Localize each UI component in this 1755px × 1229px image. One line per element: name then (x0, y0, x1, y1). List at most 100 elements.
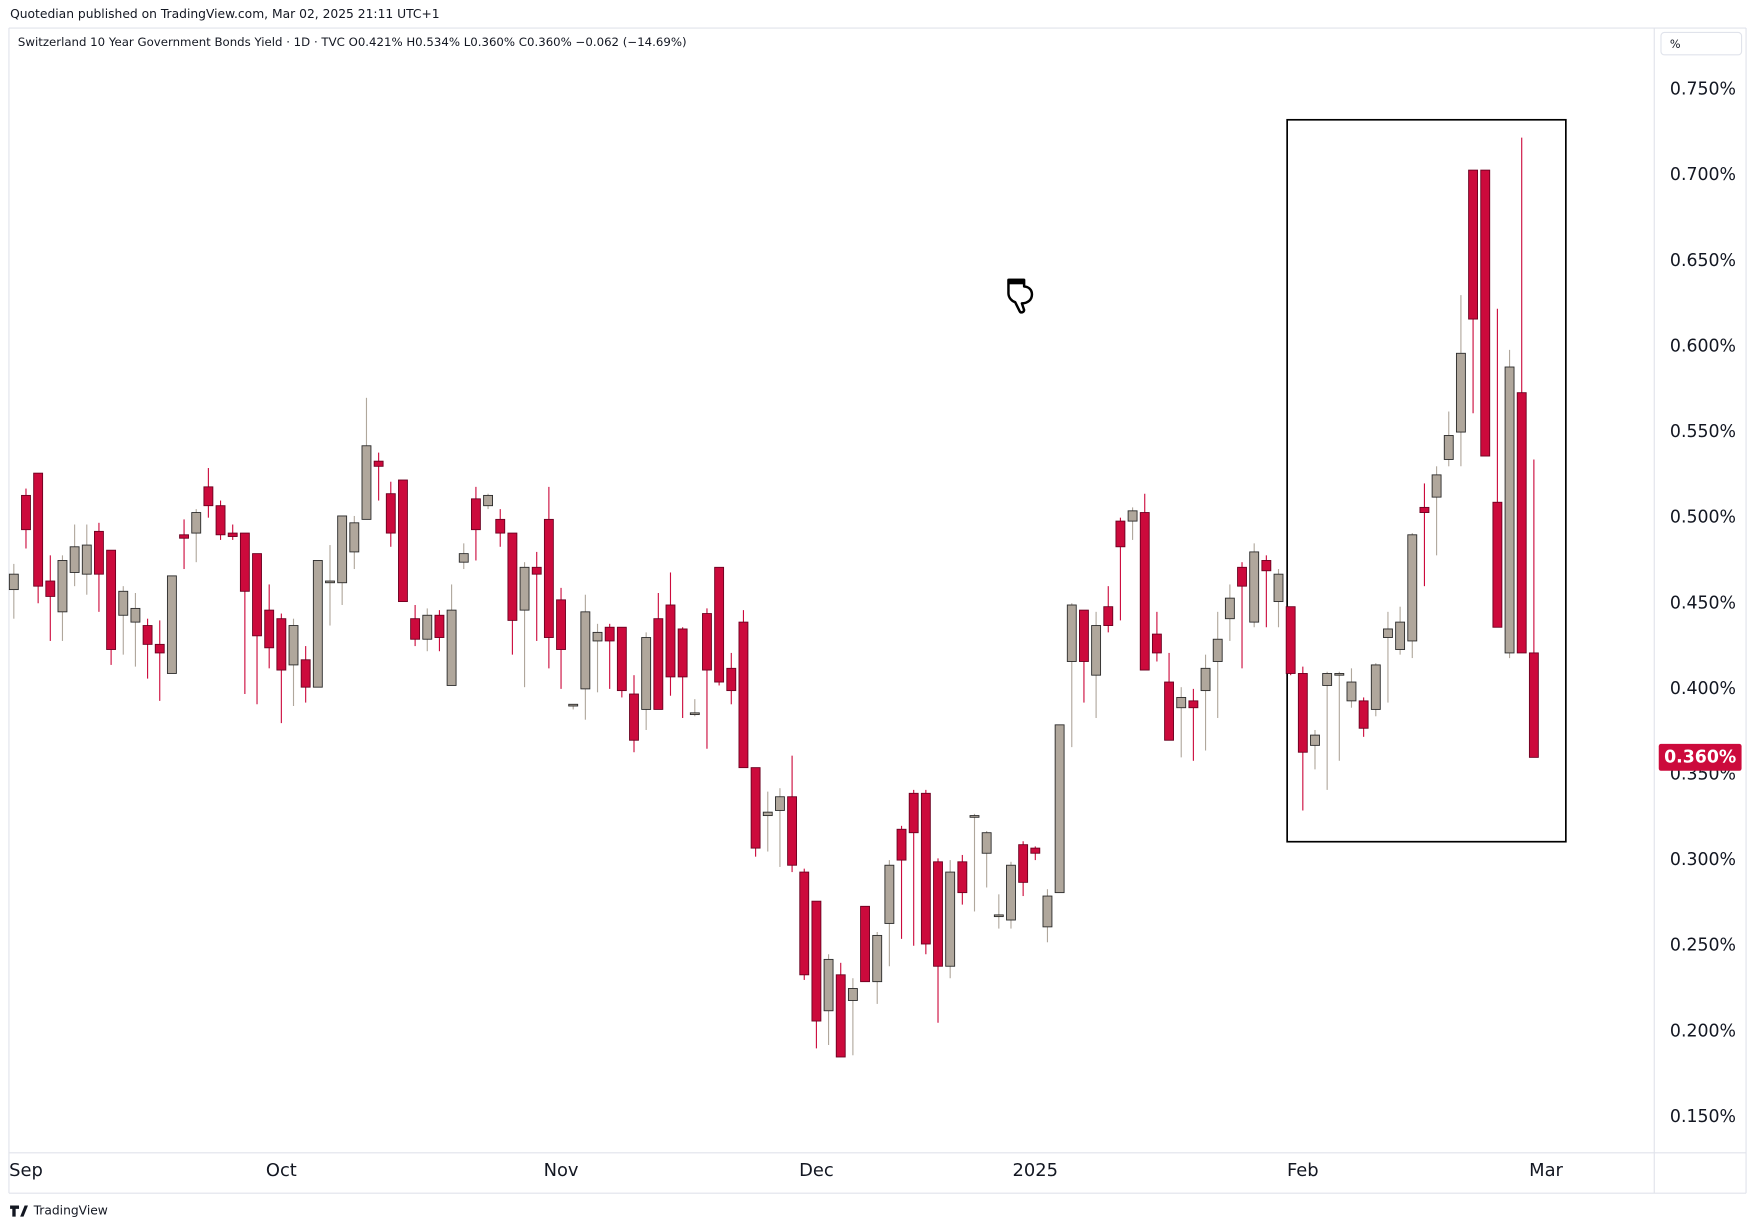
candle-body (325, 580, 335, 584)
candle-body (519, 566, 530, 611)
candle-body (1261, 560, 1272, 572)
candle-body (981, 832, 992, 854)
candle-body (1346, 681, 1357, 702)
candle-body (1358, 700, 1369, 729)
candle-body (1431, 474, 1442, 498)
candle-body (1492, 501, 1503, 628)
candle-body (556, 599, 566, 650)
candle-body (1224, 597, 1235, 620)
candle-body (738, 621, 749, 769)
candle-body (811, 900, 822, 1022)
candle-body (434, 614, 445, 638)
candle-body (1091, 625, 1102, 676)
candle-body (580, 611, 591, 690)
candle-body (1273, 573, 1284, 603)
candle-body (1285, 606, 1296, 674)
unit-button[interactable] (1660, 31, 1743, 56)
candle-body (470, 498, 481, 531)
candle-body (1383, 628, 1393, 638)
candle-body (1176, 696, 1187, 709)
candle-body (1030, 847, 1041, 854)
candle-body (1200, 667, 1211, 692)
y-tick-label: 0.300% (1670, 850, 1736, 870)
candle-body (8, 573, 19, 591)
candle-body (385, 493, 396, 534)
candle-body (762, 811, 773, 817)
candle-body (69, 546, 80, 573)
candle-body (1504, 366, 1515, 654)
candle-body (422, 614, 433, 640)
candle-body (1188, 700, 1199, 709)
candle-body (896, 828, 907, 861)
x-tick-label: Nov (544, 1160, 579, 1181)
unit-button-label[interactable]: % (1670, 38, 1681, 51)
candle-body (531, 566, 542, 575)
candle-body (957, 861, 968, 894)
y-tick-label: 0.150% (1670, 1107, 1736, 1127)
chart-title: Switzerland 10 Year Government Bonds Yie… (18, 35, 687, 49)
candle-body (1468, 169, 1479, 320)
candle-body (142, 625, 153, 645)
candle-body (592, 631, 603, 642)
pointing-hand-icon (1007, 278, 1034, 314)
candle-body (1480, 169, 1491, 457)
y-tick-label: 0.450% (1670, 593, 1736, 613)
candle-body (787, 796, 798, 866)
y-tick-label: 0.600% (1670, 336, 1736, 356)
candle-body (264, 609, 275, 649)
footer-text: TradingView (33, 1204, 108, 1218)
candle-body (276, 618, 287, 671)
candle-body (179, 534, 189, 539)
candle-body (45, 580, 56, 597)
candle-body (641, 637, 652, 710)
candle-body (1297, 673, 1308, 753)
candle-body (689, 712, 700, 716)
candle-body (1066, 604, 1077, 662)
x-tick-label: Mar (1529, 1160, 1563, 1181)
candle-body (446, 609, 457, 686)
candle-body (799, 871, 810, 976)
candle-body (349, 522, 360, 553)
candle-body (920, 792, 931, 945)
candle-body (1443, 435, 1454, 460)
publisher: Quotedian published on TradingView.com, … (10, 7, 440, 21)
candle-body (933, 861, 943, 967)
candle-body (677, 628, 688, 678)
candle-body (1528, 652, 1539, 758)
x-tick-label: Feb (1287, 1160, 1319, 1181)
candle-body (1455, 352, 1466, 433)
candle-body (1042, 895, 1053, 928)
candle-body (653, 618, 664, 710)
candle-body (94, 530, 104, 575)
candle-body (373, 460, 384, 467)
candle-body (945, 871, 956, 967)
candle-body (312, 560, 323, 688)
candle-body (714, 566, 725, 683)
candle-body (702, 613, 712, 671)
candle-body (1054, 724, 1065, 894)
candle-body (337, 515, 348, 584)
candle-body (726, 667, 737, 692)
last-price-tag (1658, 743, 1742, 771)
candle-body (191, 512, 202, 534)
y-tick-label: 0.700% (1670, 165, 1736, 185)
candle-body (458, 553, 469, 563)
x-tick-label: 2025 (1013, 1160, 1059, 1181)
candle-body (775, 796, 785, 811)
candle-body (1139, 512, 1150, 671)
candle-body (665, 604, 676, 678)
candle-body (410, 618, 421, 640)
candle-body (543, 518, 554, 638)
candle-body (823, 958, 834, 1012)
x-tick-label: Sep (9, 1160, 43, 1181)
candle-body (1127, 510, 1138, 522)
candle-body (860, 905, 870, 983)
candle-body (835, 974, 846, 1058)
candle-body (1334, 673, 1345, 676)
candle-body (252, 553, 262, 637)
candle-body (1115, 520, 1126, 548)
candle-body (1322, 673, 1333, 686)
y-tick-label: 0.250% (1670, 936, 1736, 956)
candle-body (1516, 392, 1527, 654)
